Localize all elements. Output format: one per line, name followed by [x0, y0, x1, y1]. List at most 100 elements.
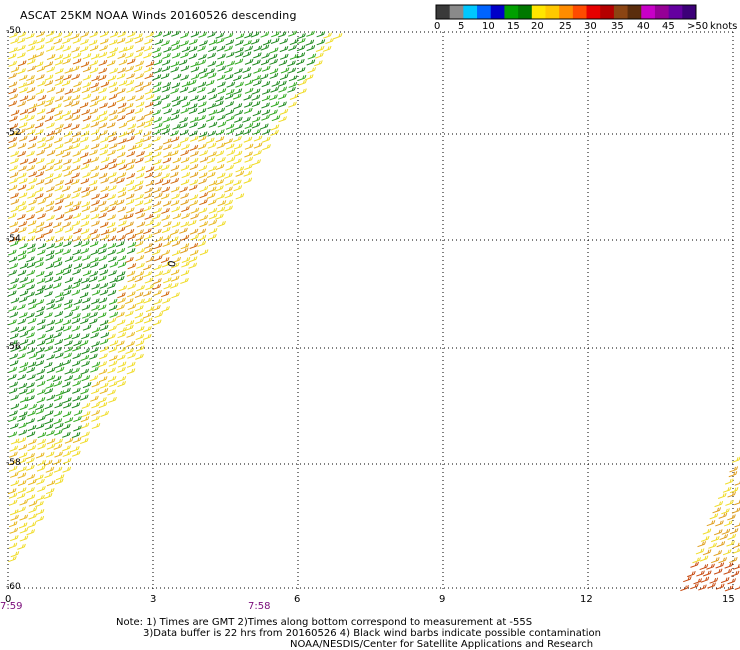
wind-barb	[125, 324, 134, 331]
lon-label: 9	[439, 594, 446, 605]
lat-label: -54	[6, 234, 21, 244]
wind-barb	[127, 303, 137, 311]
wind-barb	[89, 311, 98, 318]
wind-barb	[70, 33, 80, 40]
wind-barb	[82, 312, 91, 319]
wind-barb	[727, 533, 737, 540]
wind-barb	[63, 264, 73, 271]
wind-barb	[278, 101, 287, 108]
wind-barb	[262, 39, 272, 46]
wind-barb	[43, 143, 53, 150]
wind-barb	[35, 404, 44, 411]
wind-barb	[36, 465, 46, 472]
wind-barb	[260, 44, 270, 51]
wind-barb	[297, 74, 307, 81]
wind-barb	[26, 150, 35, 157]
wind-barb	[37, 213, 46, 220]
wind-barb	[189, 242, 199, 249]
wind-barb	[62, 221, 72, 228]
wind-barb	[62, 402, 72, 409]
wind-barb	[233, 185, 243, 192]
wind-barb	[37, 324, 46, 331]
wind-barb	[63, 284, 73, 291]
wind-barb	[71, 94, 81, 101]
wind-barb	[261, 128, 271, 135]
wind-barb	[26, 33, 35, 40]
wind-barb	[126, 73, 135, 80]
wind-barb	[118, 131, 128, 138]
wind-barb	[81, 191, 91, 198]
wind-barb	[109, 47, 119, 54]
wind-barb	[135, 73, 144, 80]
wind-barb	[180, 192, 189, 199]
wind-barb	[722, 486, 732, 493]
wind-barb	[163, 46, 172, 53]
wind-barb	[81, 360, 90, 367]
wind-barb	[62, 445, 71, 452]
wind-barb	[37, 94, 47, 101]
wind-barb	[26, 123, 35, 130]
wind-barb	[81, 348, 91, 355]
wind-barb	[71, 220, 81, 227]
wind-barb	[722, 549, 732, 556]
wind-barb	[125, 256, 134, 263]
wind-barb	[64, 214, 73, 221]
wind-barb	[35, 374, 45, 382]
wind-barb	[62, 423, 71, 430]
wind-barb	[71, 432, 81, 439]
wind-barb	[79, 152, 89, 159]
wind-barb	[54, 311, 64, 318]
wind-barb	[18, 444, 28, 451]
wind-barb	[91, 381, 101, 388]
wind-barb	[144, 73, 154, 80]
colorbar-swatch	[463, 5, 478, 19]
wind-barb	[9, 263, 19, 270]
colorbar-swatch	[668, 5, 683, 19]
wind-barb	[125, 164, 135, 171]
wind-barb	[36, 397, 46, 404]
wind-barb	[107, 389, 116, 396]
wind-barb	[117, 31, 127, 38]
wind-barb	[45, 165, 54, 172]
wind-barb	[180, 107, 190, 114]
wind-barb	[190, 207, 200, 214]
wind-barb	[108, 346, 118, 353]
wind-barb	[62, 411, 72, 418]
wind-barb	[153, 159, 162, 166]
wind-speed-colorbar	[435, 4, 697, 20]
wind-barb	[52, 282, 62, 289]
wind-barb	[125, 347, 135, 355]
wind-barb	[162, 269, 171, 276]
wind-barb	[208, 121, 218, 128]
wind-barb	[126, 172, 136, 180]
wind-barb	[145, 31, 155, 38]
wind-barb	[45, 451, 55, 458]
wind-barb	[98, 402, 108, 409]
wind-barb	[683, 576, 692, 583]
wind-barb	[36, 380, 46, 387]
wind-barb	[226, 115, 235, 122]
wind-barb	[134, 81, 144, 88]
wind-barb	[53, 410, 63, 417]
wind-barb	[207, 60, 217, 67]
wind-barb	[73, 298, 83, 306]
wind-barb	[44, 403, 54, 410]
wind-barb	[9, 177, 18, 184]
wind-barb	[17, 100, 27, 108]
wind-barb	[73, 340, 82, 347]
wind-barb	[117, 191, 127, 198]
wind-barb	[713, 568, 723, 575]
wind-barb	[55, 193, 65, 200]
wind-barb	[162, 81, 172, 89]
wind-barb	[46, 53, 56, 61]
wind-barb	[81, 240, 90, 247]
wind-barb	[26, 58, 36, 65]
wind-barb	[143, 192, 153, 199]
wind-barb	[172, 143, 182, 150]
wind-barb	[46, 45, 55, 52]
wind-barb	[17, 283, 26, 290]
wind-barb	[143, 45, 153, 52]
wind-barb	[82, 66, 92, 73]
wind-barb	[127, 276, 137, 283]
wind-barb	[135, 60, 144, 67]
